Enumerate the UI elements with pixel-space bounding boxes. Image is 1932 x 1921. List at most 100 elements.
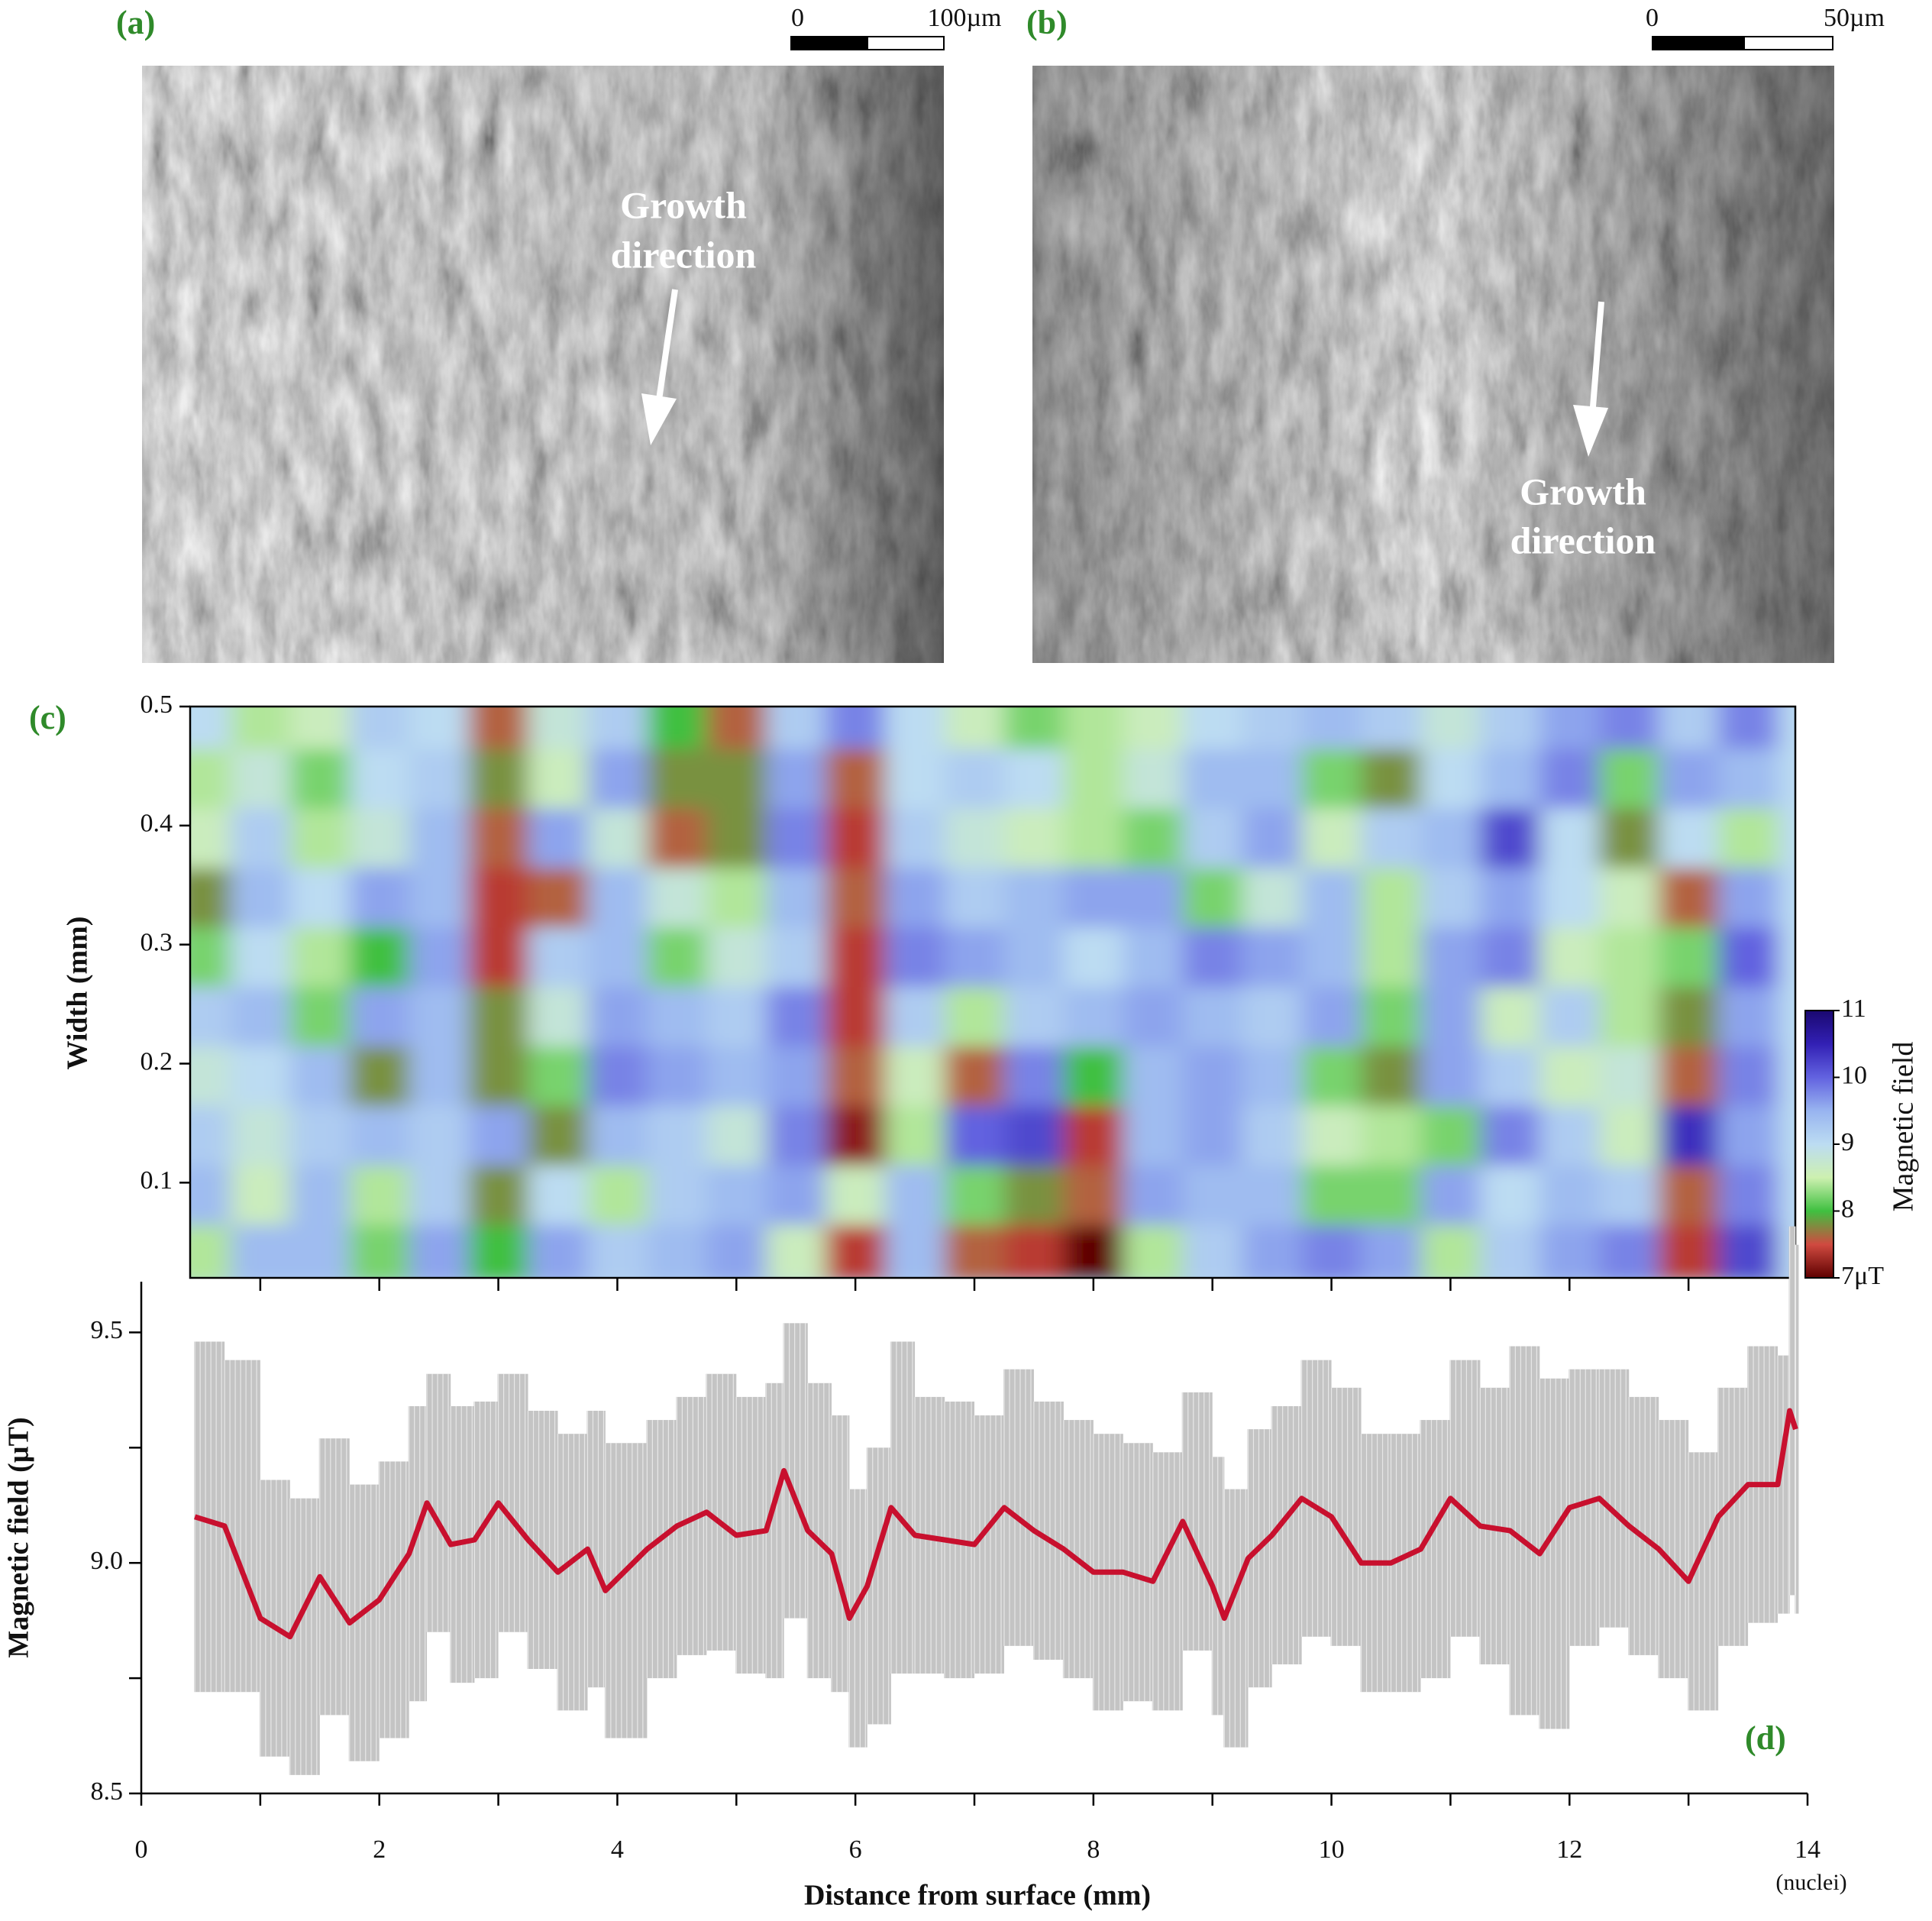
heatmap-cell: [1480, 707, 1541, 749]
heatmap-cell: [706, 867, 767, 928]
heatmap-cell: [349, 1224, 410, 1278]
x-axis-label: Distance from surface (mm): [804, 1880, 1151, 1912]
heatmap-cell: [1182, 807, 1243, 868]
heatmap-cell: [766, 748, 827, 809]
heatmap-cell: [1003, 986, 1065, 1047]
error-bar: [318, 1438, 350, 1716]
scale-bar: [1652, 36, 1745, 50]
heatmap-cell: [1301, 1164, 1362, 1225]
heatmap-cell: [885, 867, 946, 928]
heatmap-cell: [1301, 707, 1362, 749]
x-tick-label: 8: [1087, 1835, 1100, 1864]
x-tick-label: 12: [1556, 1835, 1582, 1864]
heatmap-cell: [647, 807, 708, 868]
y-tick-label: 0.1: [141, 1166, 173, 1195]
arrow: [655, 289, 678, 406]
heatmap-cell: [766, 1224, 827, 1278]
heatmap-cell: [825, 748, 887, 809]
heatmap-cell: [1063, 986, 1124, 1047]
error-bar: [604, 1443, 648, 1738]
heatmap-cell: [190, 748, 231, 809]
heatmap-cell: [825, 1224, 887, 1278]
heatmap-cell: [1718, 1224, 1779, 1278]
heatmap-cell: [885, 1105, 946, 1166]
heatmap-cell: [1659, 707, 1720, 749]
heatmap-cell: [1361, 867, 1422, 928]
heatmap-cell: [289, 807, 351, 868]
heatmap-cell: [647, 707, 708, 749]
heatmap-cell: [528, 1046, 589, 1107]
heatmap-cell: [1420, 986, 1481, 1047]
heatmap-cell: [825, 1046, 887, 1107]
heatmap-cell: [1182, 748, 1243, 809]
error-bar: [1717, 1387, 1749, 1646]
heatmap-cell: [190, 867, 231, 928]
heatmap-cell: [528, 927, 589, 988]
heatmap-cell: [1599, 1105, 1660, 1166]
error-bar: [1449, 1360, 1481, 1637]
heatmap-cell: [647, 986, 708, 1047]
heatmap-cell: [706, 707, 767, 749]
heatmap-cell: [1539, 1224, 1601, 1278]
heatmap-cell: [1063, 927, 1124, 988]
heatmap-cell: [1599, 807, 1660, 868]
error-bar: [1598, 1369, 1630, 1628]
heatmap-cell: [766, 807, 827, 868]
heatmap-cell: [1242, 1046, 1303, 1107]
heatmap-cell: [587, 927, 648, 988]
heatmap-cell: [1123, 927, 1184, 988]
heatmap-cell: [1480, 1105, 1541, 1166]
x-tick-label: 2: [373, 1835, 386, 1864]
heatmap-cell: [1063, 1164, 1124, 1225]
heatmap-cell: [1361, 1105, 1422, 1166]
heatmap-cell: [468, 986, 529, 1047]
heatmap-cell: [1242, 1224, 1303, 1278]
line: [194, 1408, 1798, 1640]
heatmap-cell: [349, 927, 410, 988]
error-bar: [527, 1411, 558, 1670]
heatmap-cell: [1480, 748, 1541, 809]
colorbar-tick-label: 10: [1841, 1061, 1867, 1089]
heatmap-cell: [349, 1105, 410, 1166]
heatmap-cell: [1361, 1224, 1422, 1278]
heatmap-cell: [1301, 748, 1362, 809]
heatmap-cell: [945, 807, 1005, 868]
heatmap-cell: [1123, 986, 1184, 1047]
heatmap-cell: [1182, 986, 1243, 1047]
heatmap-cell: [1182, 1224, 1243, 1278]
heatmap-cell: [1420, 1046, 1481, 1107]
heatmap-cell: [230, 927, 291, 988]
heatmap-cell: [1361, 986, 1422, 1047]
heatmap-cell: [1718, 867, 1779, 928]
heatmap-cell: [190, 1046, 231, 1107]
heatmap-cell: [945, 867, 1005, 928]
y-tick-label: 9.0: [91, 1547, 124, 1575]
heatmap-cell: [1361, 1046, 1422, 1107]
scale-bar: [867, 36, 945, 50]
scale-label: 0: [1646, 4, 1659, 32]
heatmap-cell: [1182, 1105, 1243, 1166]
heatmap-cell: [528, 986, 589, 1047]
heatmap-cell: [409, 1224, 470, 1278]
heatmap-cell: [1003, 1164, 1065, 1225]
error-bar: [497, 1373, 528, 1632]
x-tick-label: 4: [611, 1835, 624, 1864]
heatmap-cell: [1718, 927, 1779, 988]
heatmap-cell: [766, 707, 827, 749]
heatmap-cell: [1718, 1046, 1779, 1107]
colorbar-tick-label: 7μT: [1841, 1262, 1884, 1290]
heatmap-cell: [1718, 1164, 1779, 1225]
heatmap-cell: [1123, 748, 1184, 809]
heatmap-cell: [1420, 707, 1481, 749]
arrow-head: [1573, 405, 1608, 457]
y-axis-label: Magnetic field (µT): [3, 1417, 35, 1657]
heatmap-cell: [1420, 807, 1481, 868]
heatmap-cell: [1480, 1224, 1541, 1278]
heatmap-cell: [1182, 1046, 1243, 1107]
heatmap-cell: [1718, 748, 1779, 809]
heatmap-cell: [1480, 1046, 1541, 1107]
x-tick-label: 0: [135, 1835, 148, 1864]
heatmap-cell: [289, 1105, 351, 1166]
heatmap-cell: [1003, 927, 1065, 988]
